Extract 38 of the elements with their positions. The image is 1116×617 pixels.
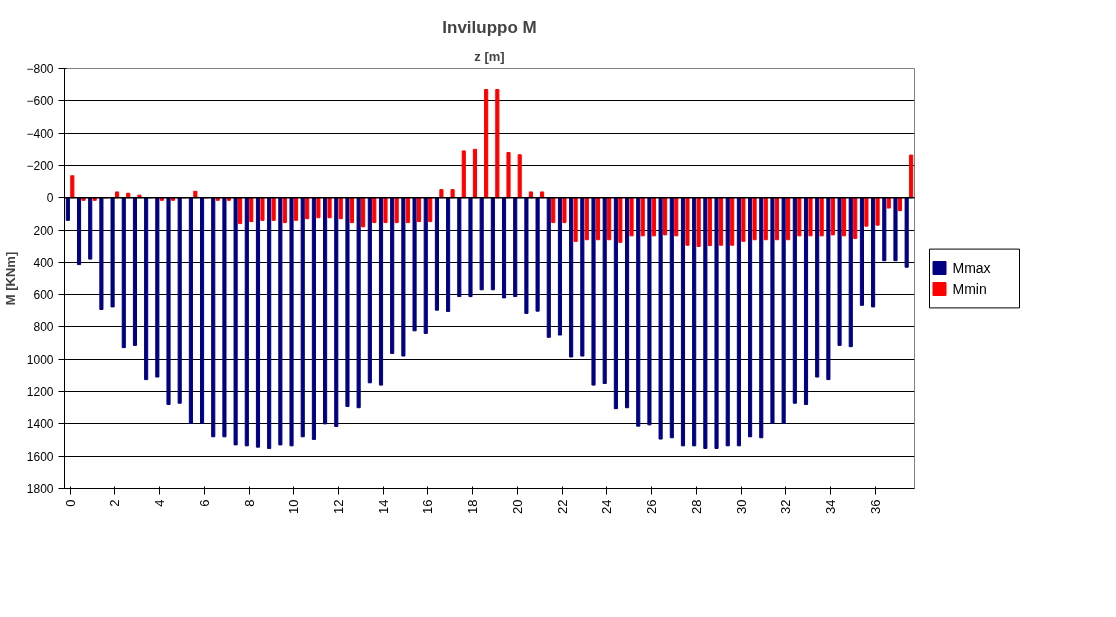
y-tick-label: 400 <box>33 255 54 270</box>
x-tick-label: 6 <box>196 499 212 507</box>
y-tick-label: 1200 <box>26 385 54 400</box>
x-tick-label: 16 <box>420 499 436 514</box>
y-tick-label: 600 <box>33 288 54 303</box>
y-tick-label: 1800 <box>26 482 54 496</box>
x-tick-label: 4 <box>152 499 168 507</box>
x-tick-label: 22 <box>554 499 570 514</box>
chart-title: Inviluppo M <box>442 17 537 37</box>
y-axis-title: M [KNm] <box>3 251 19 306</box>
y-tick-label: −200 <box>26 158 54 173</box>
x-tick-label: 32 <box>778 499 794 514</box>
x-tick-label: 28 <box>688 499 704 514</box>
y-tick-label: −800 <box>26 62 54 76</box>
x-tick-label: 12 <box>331 499 347 514</box>
x-tick-label: 14 <box>375 499 391 514</box>
y-tick-label: 1400 <box>26 417 54 432</box>
x-tick-label: 8 <box>241 499 257 507</box>
y-tick-label: 1000 <box>26 352 54 367</box>
x-tick-label: 0 <box>62 499 78 507</box>
y-tick-label: −600 <box>26 94 54 109</box>
x-tick-label: 20 <box>509 499 525 514</box>
x-axis-title: z [m] <box>474 48 505 64</box>
x-tick-label: 2 <box>107 499 123 507</box>
x-tick-label: 34 <box>823 499 839 514</box>
x-tick-label: 18 <box>465 499 481 514</box>
x-tick-label: 26 <box>644 499 660 514</box>
y-tick-label: 800 <box>33 320 54 335</box>
y-tick-label: −400 <box>26 126 54 141</box>
x-tick-label: 30 <box>733 499 749 514</box>
y-tick-label: 200 <box>33 223 54 238</box>
x-tick-label: 24 <box>599 499 615 514</box>
y-tick-label: 0 <box>46 191 54 206</box>
x-tick-label: 10 <box>286 499 302 514</box>
x-tick-label: 36 <box>867 499 883 514</box>
legend-label: Mmax <box>952 260 991 276</box>
legend-label: Mmin <box>952 281 987 297</box>
y-tick-label: 1600 <box>26 449 54 464</box>
